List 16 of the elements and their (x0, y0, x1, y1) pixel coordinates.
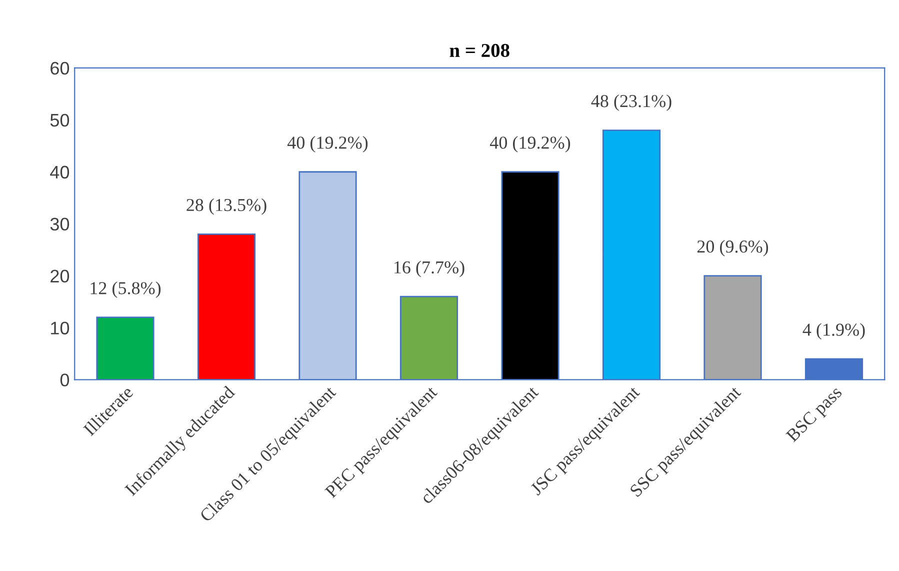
y-tick-label: 60 (50, 62, 70, 75)
y-tick-label: 20 (50, 270, 70, 283)
data-label: 40 (19.2%) (490, 136, 570, 152)
data-label: 12 (5.8%) (90, 282, 161, 298)
y-tick-label: 30 (50, 218, 70, 231)
data-label: 28 (13.5%) (186, 198, 266, 215)
data-label: 40 (19.2%) (287, 136, 368, 152)
y-tick-label: 50 (50, 114, 70, 127)
data-label: 20 (9.6%) (697, 240, 768, 256)
y-tick-label: 10 (51, 322, 70, 334)
data-label: 48 (23.1%) (591, 94, 672, 111)
data-label: 4 (1.9%) (802, 323, 865, 340)
y-tick-label: 40 (50, 166, 70, 179)
data-label: 16 (7.7%) (394, 260, 464, 278)
y-tick-label: 0 (60, 374, 70, 386)
chart-title: n = 208 (450, 44, 510, 58)
